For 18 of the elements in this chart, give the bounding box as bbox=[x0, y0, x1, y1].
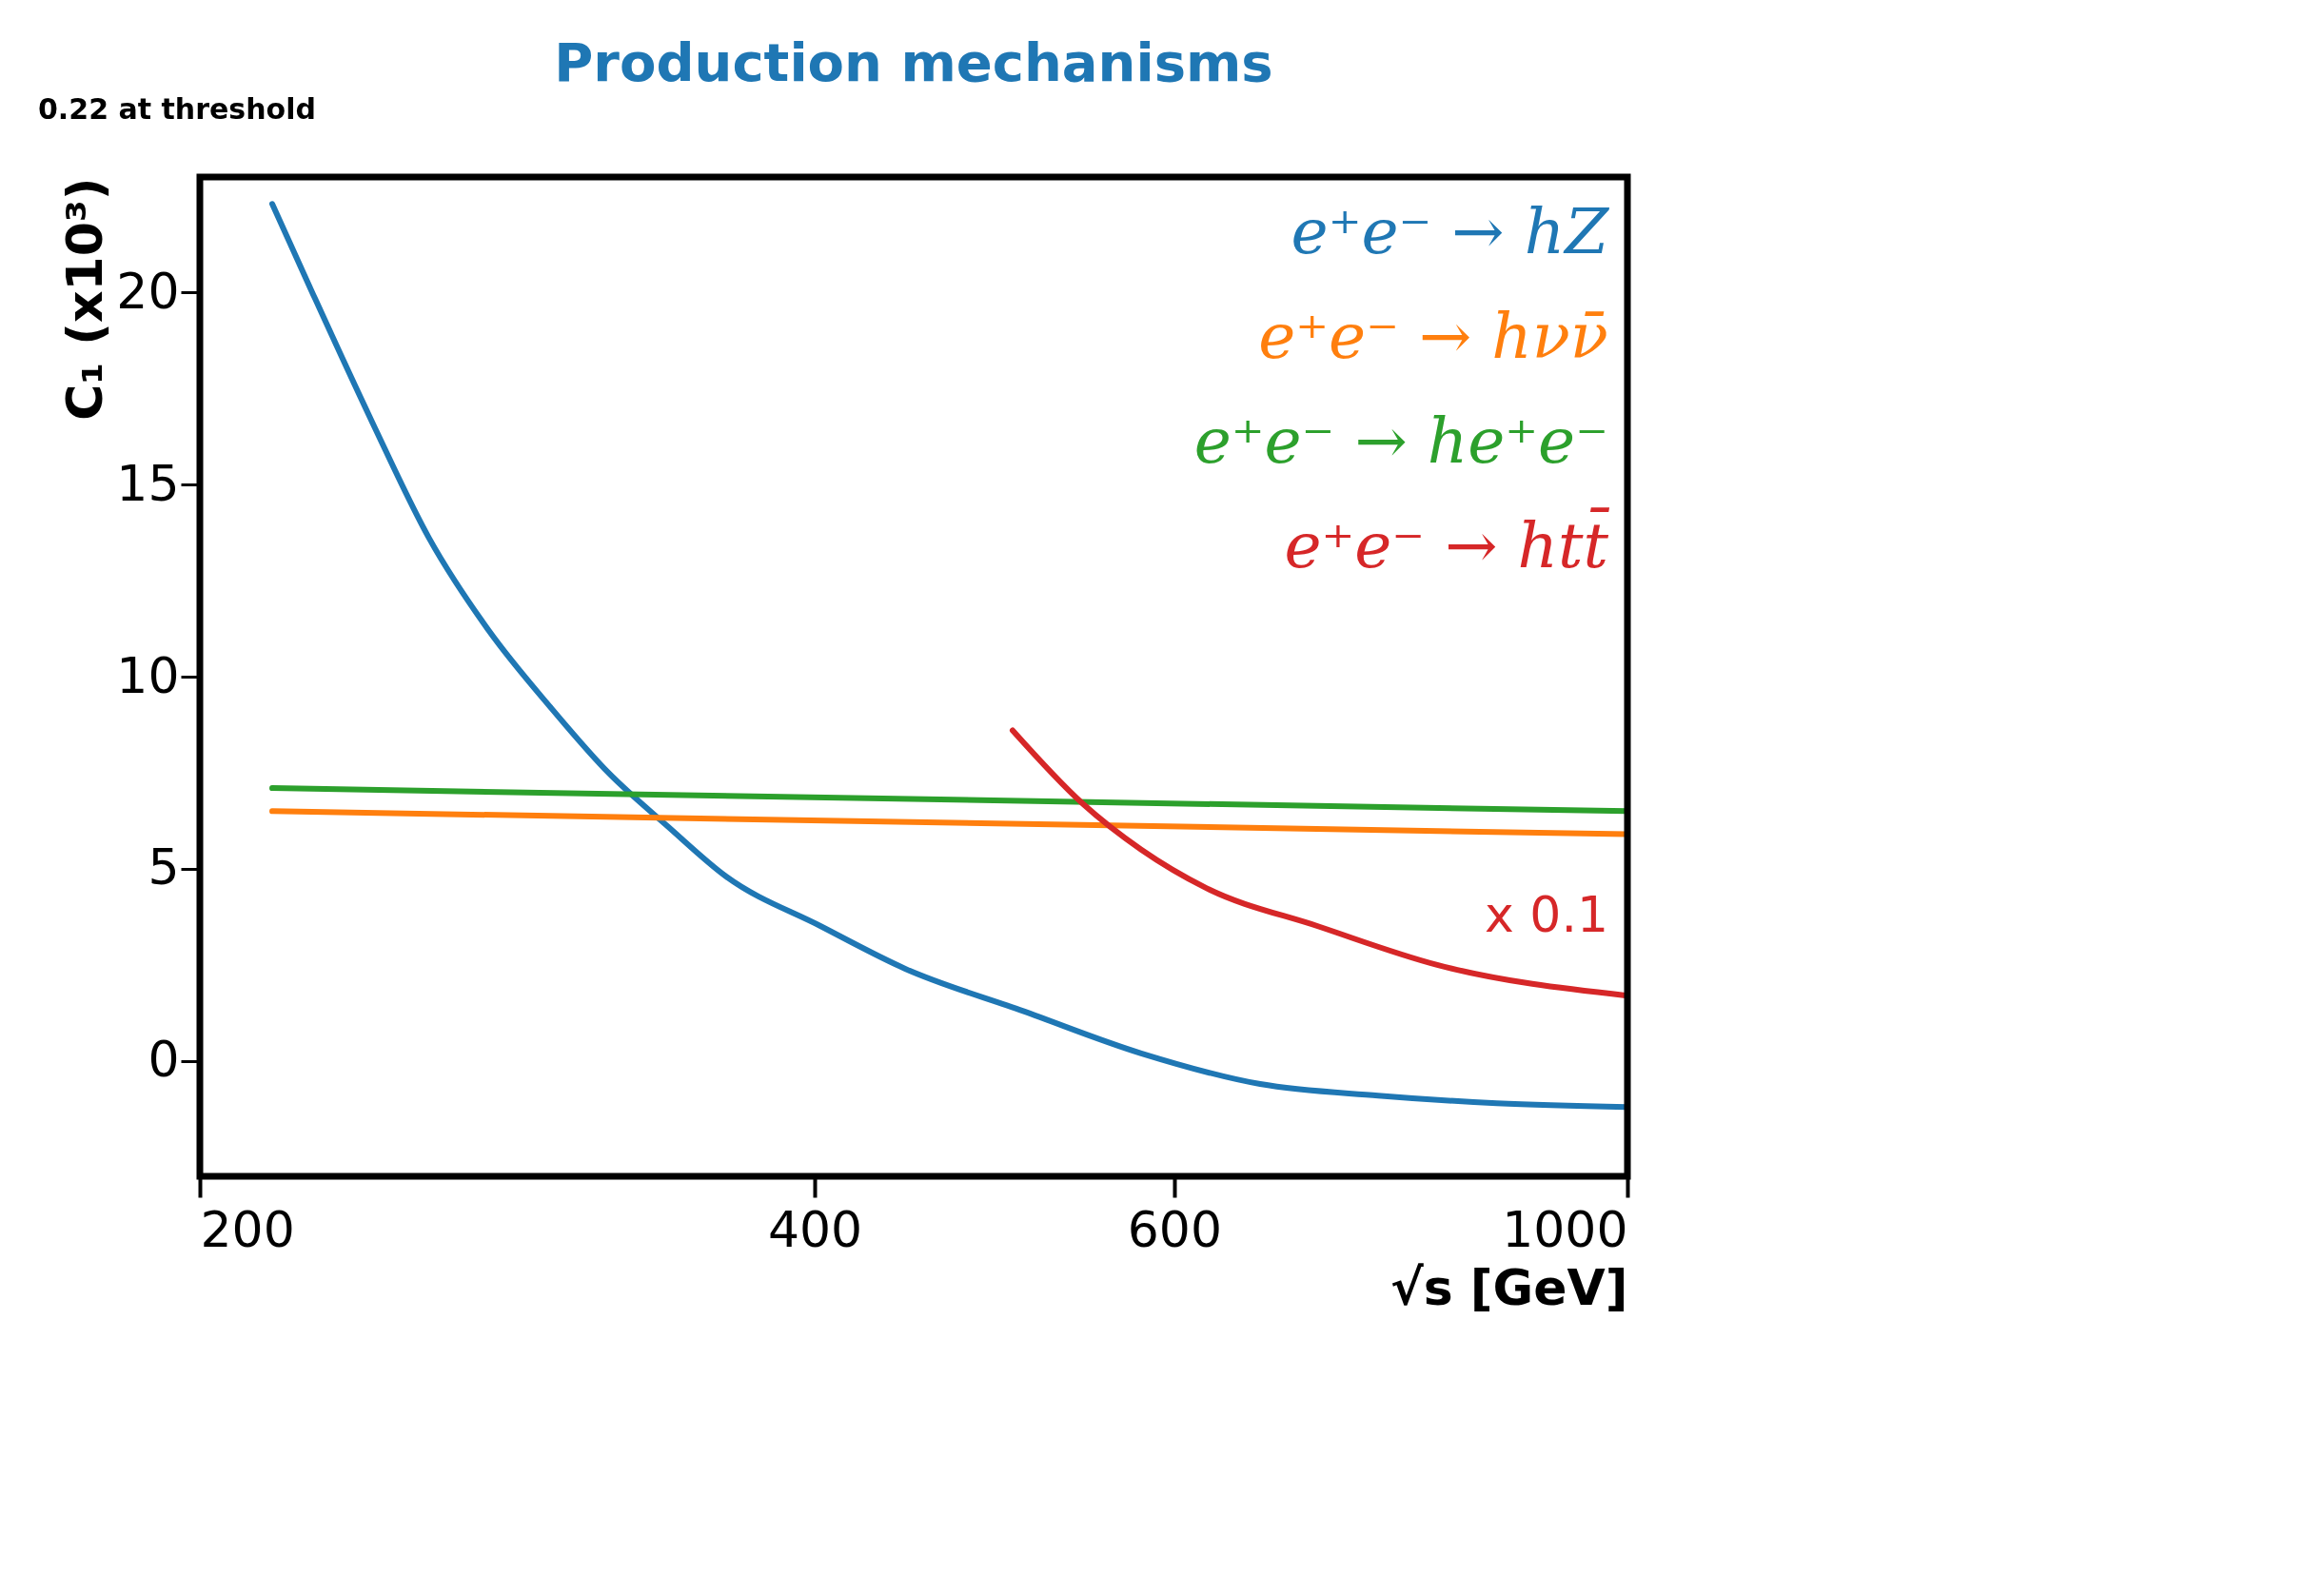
y-tick-label: 15 bbox=[116, 454, 180, 512]
text: e⁺e⁻ → hνν̄ bbox=[1258, 300, 1608, 373]
text: e⁺e⁻ → hZ bbox=[1291, 195, 1610, 268]
x-tick-label: 1000 bbox=[1502, 1200, 1628, 1258]
annotation: x 0.1 bbox=[1485, 886, 1608, 943]
y-axis-title: C₁ (x10³) bbox=[56, 177, 114, 421]
y-tick-label: 10 bbox=[116, 646, 180, 704]
text: e⁺e⁻ → htt̄ bbox=[1284, 506, 1610, 582]
x-tick-label: 600 bbox=[1127, 1200, 1223, 1258]
text: e⁺e⁻ → he⁺e⁻ bbox=[1193, 404, 1608, 478]
y-tick-label: 0 bbox=[148, 1031, 180, 1089]
y-tick-label: 20 bbox=[116, 262, 180, 320]
x-axis-title: √s [GeV] bbox=[1390, 1258, 1628, 1316]
text: 0.22 at threshold bbox=[38, 92, 316, 126]
x-tick-label: 400 bbox=[767, 1200, 863, 1258]
chart-title: Production mechanisms bbox=[554, 31, 1273, 93]
y-tick-label: 5 bbox=[148, 838, 180, 897]
x-tick-label: 200 bbox=[200, 1200, 295, 1258]
